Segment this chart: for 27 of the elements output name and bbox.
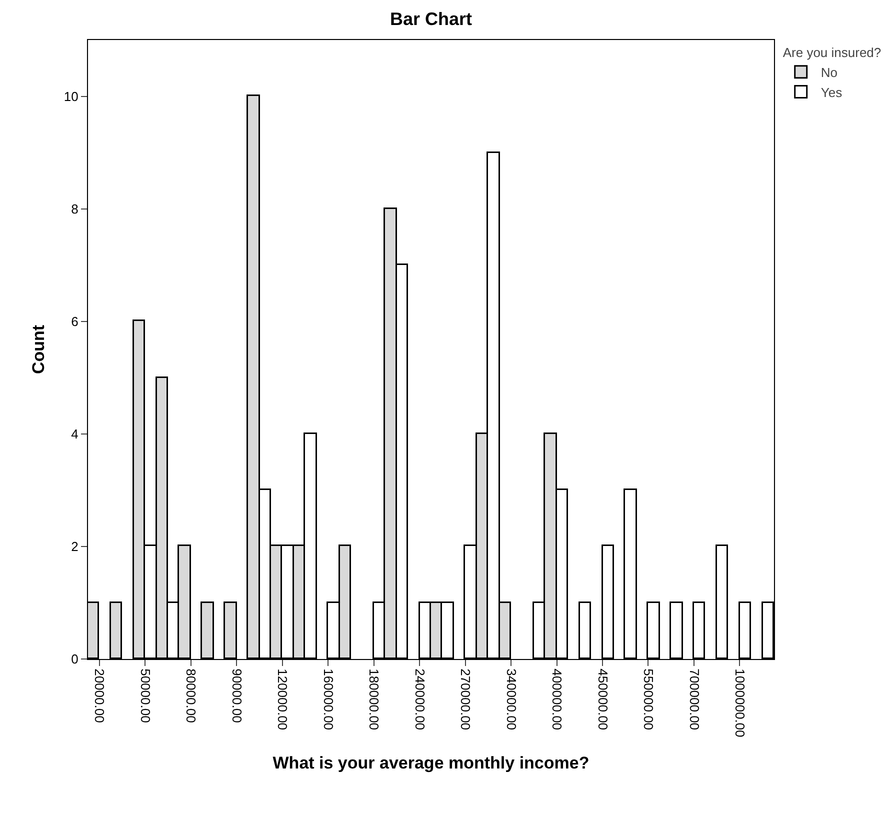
x-tick-label: 1000000.00 bbox=[732, 668, 748, 738]
x-tick-label: 90000.00 bbox=[229, 668, 244, 723]
y-axis-title: Count bbox=[29, 324, 48, 374]
legend-title: Are you insured? bbox=[782, 44, 882, 60]
x-tick-label: 240000.00 bbox=[412, 668, 428, 730]
legend-label: Yes bbox=[820, 84, 843, 100]
x-tick-label: 400000.00 bbox=[550, 668, 565, 730]
x-tick-label: 20000.00 bbox=[92, 668, 108, 723]
y-tick-label: 4 bbox=[71, 426, 78, 442]
y-tick-label: 0 bbox=[71, 652, 78, 667]
x-tick-label: 120000.00 bbox=[275, 668, 290, 730]
x-tick-label: 50000.00 bbox=[138, 668, 153, 723]
chart-title: Bar Chart bbox=[390, 8, 472, 29]
y-tick-label: 8 bbox=[71, 201, 78, 216]
x-tick-label: 450000.00 bbox=[595, 668, 610, 730]
y-tick-label: 10 bbox=[64, 88, 78, 104]
x-tick-label: 80000.00 bbox=[184, 668, 199, 723]
x-tick-label: 550000.00 bbox=[641, 668, 656, 730]
x-tick-label: 270000.00 bbox=[458, 668, 474, 730]
y-tick-label: 6 bbox=[71, 314, 78, 329]
x-tick-label: 160000.00 bbox=[320, 668, 336, 730]
x-axis-title: What is your average monthly income? bbox=[272, 754, 590, 773]
x-tick-label: 700000.00 bbox=[686, 668, 702, 730]
x-tick-label: 340000.00 bbox=[504, 668, 519, 730]
x-tick-label: 180000.00 bbox=[366, 668, 382, 730]
legend-label: No bbox=[820, 64, 838, 80]
y-tick-label: 2 bbox=[71, 539, 78, 554]
